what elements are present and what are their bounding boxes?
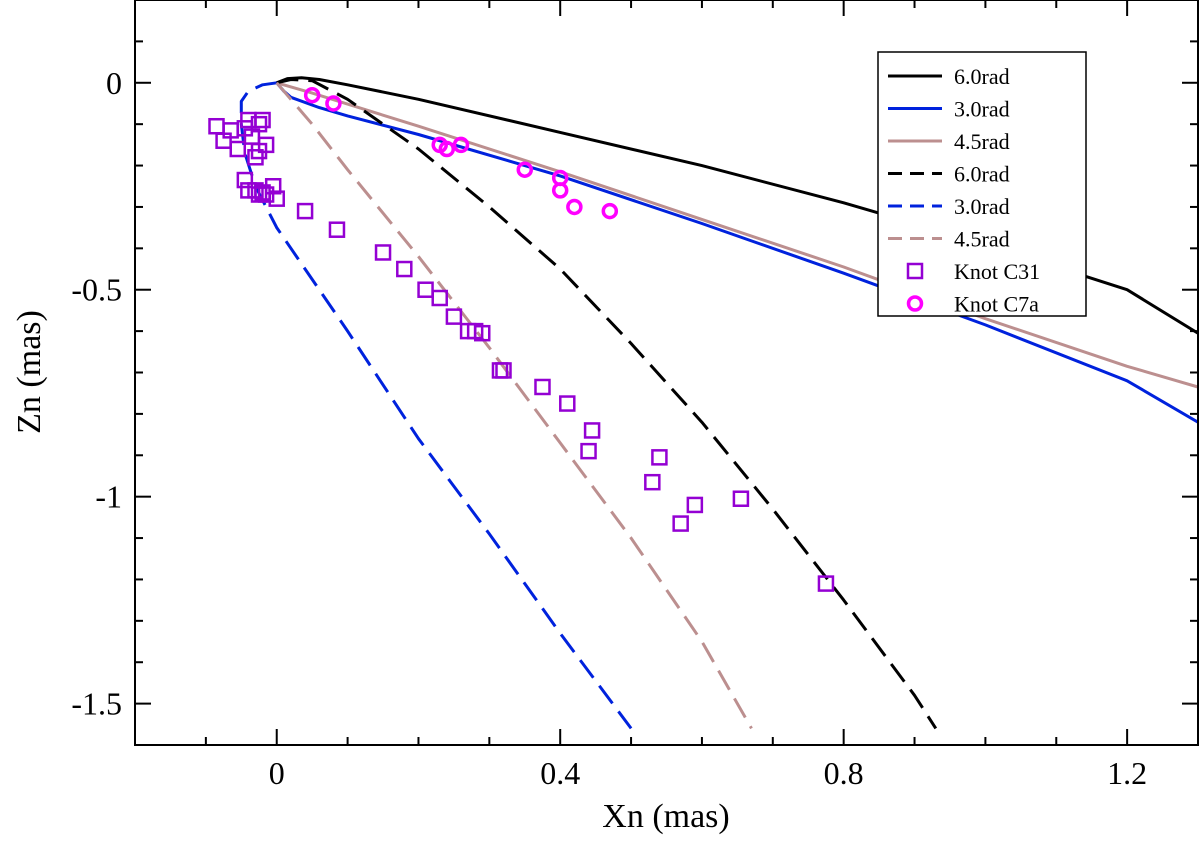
knot-c7a-point (452, 136, 470, 154)
legend-swatch-square (906, 262, 924, 280)
knot-c31-point (817, 575, 835, 592)
y-tick-label: -1 (95, 479, 122, 515)
legend-label: Knot C31 (954, 259, 1040, 284)
legend-label: 6.0rad (954, 162, 1010, 187)
knot-c31-point (495, 362, 512, 379)
x-tick-label: 0 (269, 755, 285, 791)
knot-c31-point (580, 442, 597, 460)
knot-c31-point (559, 395, 576, 412)
legend-label: 4.5rad (954, 129, 1010, 154)
knot-c31-point (445, 308, 463, 325)
knot-c31-point (431, 289, 448, 307)
x-axis-label: Xn (mas) (602, 798, 729, 835)
knot-c31-point (264, 178, 282, 195)
knot-c31-point (473, 324, 491, 342)
knot-c31-point (296, 202, 314, 220)
y-tick-label: 0 (106, 65, 122, 101)
knot-c31-point (254, 111, 271, 129)
knot-c31-point (374, 244, 392, 261)
knot-c31-point (534, 378, 551, 396)
legend-label: 4.5rad (954, 227, 1010, 252)
knot-c31-point (732, 490, 750, 507)
knot-c7a-point (566, 198, 583, 216)
knot-c31-point (257, 136, 275, 154)
legend-label: 6.0rad (954, 64, 1010, 89)
knot-c7a-point (303, 86, 321, 104)
x-tick-label: 0.4 (540, 755, 580, 791)
knot-c7a-point (325, 95, 342, 112)
knot-c31-point (250, 115, 268, 133)
series-line-4-5rad-solid (276, 81, 1198, 389)
series-line-6-0rad-dashed (276, 78, 938, 730)
knot-c31-point (396, 260, 413, 278)
knot-c31-point (651, 449, 668, 466)
knot-c31-point (644, 473, 661, 491)
y-tick-label: -0.5 (71, 272, 122, 308)
knot-c31-point (236, 171, 254, 189)
knot-c31-point (268, 190, 285, 207)
knot-c31-point (686, 496, 704, 514)
knot-c7a-point (551, 182, 569, 199)
knot-c31-point (417, 281, 434, 298)
knot-c31-point (583, 422, 601, 439)
legend-label: 3.0rad (954, 97, 1010, 122)
y-axis-label: Zn (mas) (11, 310, 48, 434)
legend-box (877, 51, 1087, 317)
knot-c31-point (672, 515, 689, 532)
legend-label: 3.0rad (954, 194, 1010, 219)
legend-swatch-circle (906, 295, 924, 312)
legend: 6.0rad 3.0rad 4.5rad 6.0rad 3.0rad 4.5rad Knot… (877, 51, 1087, 317)
legend-label: Knot C7a (954, 292, 1039, 317)
knot-c7a-point (601, 202, 619, 220)
knot-c7a-point (438, 140, 456, 158)
series-line-4-5rad-dashed (275, 81, 753, 730)
knot-c31-point (328, 221, 346, 238)
knot-c31-point (229, 140, 247, 158)
x-tick-label: 1.2 (1107, 755, 1147, 791)
y-tick-label: -1.5 (71, 686, 122, 722)
knot-c7a-point (516, 161, 534, 178)
x-tick-label: 0.8 (824, 755, 864, 791)
